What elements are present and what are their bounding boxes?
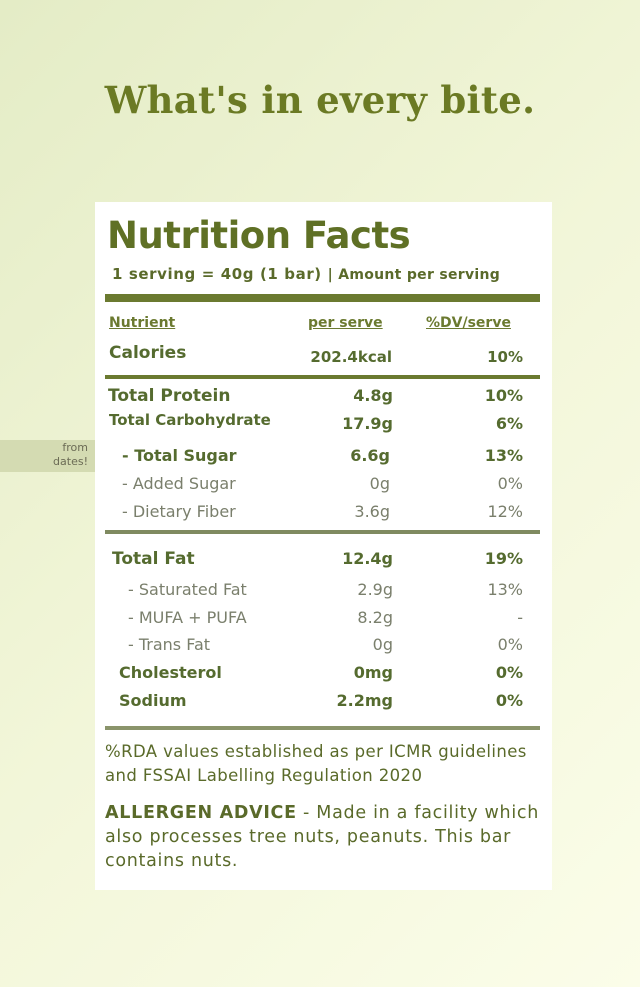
- nutrient-dv: 0%: [497, 635, 523, 654]
- nutrient-value: 2.2mg: [336, 691, 393, 710]
- nutrient-dv: 13%: [484, 446, 523, 465]
- row-mufa-pufa: - MUFA + PUFA 8.2g -: [95, 605, 552, 631]
- row-total-sugar: - Total Sugar 6.6g 13%: [95, 443, 552, 469]
- nutrient-dv: 13%: [487, 580, 523, 599]
- nutrient-name: Calories: [109, 343, 187, 363]
- nutrient-dv: 12%: [487, 502, 523, 521]
- nutrient-value: 4.8g: [353, 386, 393, 405]
- row-cholesterol: Cholesterol 0mg 0%: [95, 660, 552, 686]
- nutrient-value: 8.2g: [357, 608, 393, 627]
- nutrient-name: - MUFA + PUFA: [128, 608, 247, 627]
- sugar-note: from dates!: [40, 441, 88, 469]
- nutrient-name: Total Protein: [108, 386, 231, 406]
- row-trans-fat: - Trans Fat 0g 0%: [95, 632, 552, 658]
- nutrient-name: - Trans Fat: [128, 635, 211, 654]
- nutrient-value: 202.4kcal: [310, 348, 392, 366]
- allergen-text: - Made in a facility which also processe…: [105, 803, 540, 871]
- nutrient-name: - Total Sugar: [122, 446, 237, 465]
- nutrient-name: - Saturated Fat: [128, 580, 247, 599]
- nutrition-panel: Nutrition Facts 1 serving = 40g (1 bar) …: [95, 202, 552, 890]
- row-dietary-fiber: - Dietary Fiber 3.6g 12%: [95, 499, 552, 525]
- sugar-note-line2: dates!: [53, 455, 88, 468]
- header-dv: %DV/serve: [426, 315, 511, 331]
- nutrient-value: 0g: [369, 474, 390, 493]
- sugar-note-line1: from: [62, 441, 88, 454]
- amount-per-serving: | Amount per serving: [327, 267, 501, 283]
- nutrient-dv: 0%: [497, 474, 523, 493]
- nutrient-value: 17.9g: [342, 414, 393, 433]
- divider: [105, 530, 540, 534]
- nutrient-value: 6.6g: [350, 446, 390, 465]
- row-sodium: Sodium 2.2mg 0%: [95, 688, 552, 714]
- nutrient-dv: 19%: [484, 549, 523, 568]
- row-calories: Calories 202.4kcal 10%: [95, 340, 552, 366]
- nutrient-dv: 0%: [495, 691, 523, 710]
- nutrient-dv: 6%: [495, 414, 523, 433]
- allergen-label: ALLERGEN ADVICE: [105, 803, 297, 823]
- nutrient-dv: 10%: [487, 348, 523, 366]
- headline: What's in every bite.: [104, 78, 536, 122]
- row-protein: Total Protein 4.8g 10%: [95, 383, 552, 409]
- divider: [105, 375, 540, 379]
- column-headers: Nutrient per serve %DV/serve: [95, 310, 552, 336]
- row-added-sugar: - Added Sugar 0g 0%: [95, 471, 552, 497]
- thick-divider: [105, 294, 540, 302]
- nutrient-name: Total Fat: [112, 549, 195, 569]
- row-saturated-fat: - Saturated Fat 2.9g 13%: [95, 577, 552, 603]
- nutrient-name: - Dietary Fiber: [122, 502, 236, 521]
- nutrient-name: Total Carbohydrate: [109, 411, 271, 429]
- nutrient-dv: 10%: [484, 386, 523, 405]
- rda-note: %RDA values established as per ICMR guid…: [105, 742, 527, 785]
- header-nutrient: Nutrient: [109, 315, 176, 331]
- panel-title: Nutrition Facts: [107, 214, 411, 257]
- nutrient-value: 0mg: [353, 663, 393, 682]
- serving-size: 1 serving = 40g (1 bar) | Amount per ser…: [112, 265, 500, 283]
- divider: [105, 726, 540, 730]
- nutrient-dv: -: [517, 608, 523, 627]
- nutrient-name: Sodium: [119, 691, 187, 710]
- row-carbohydrate: Total Carbohydrate 17.9g 6%: [95, 407, 552, 433]
- allergen-advice: ALLERGEN ADVICE - Made in a facility whi…: [105, 801, 545, 873]
- nutrient-dv: 0%: [495, 663, 523, 682]
- nutrient-value: 2.9g: [357, 580, 393, 599]
- nutrient-value: 3.6g: [354, 502, 390, 521]
- sugar-note-tab: [0, 440, 95, 472]
- row-total-fat: Total Fat 12.4g 19%: [95, 546, 552, 572]
- nutrient-value: 0g: [372, 635, 393, 654]
- nutrient-value: 12.4g: [342, 549, 393, 568]
- nutrient-name: - Added Sugar: [122, 474, 236, 493]
- header-per-serve: per serve: [308, 315, 383, 331]
- serving-text: 1 serving = 40g (1 bar): [112, 265, 322, 283]
- nutrient-name: Cholesterol: [119, 663, 222, 682]
